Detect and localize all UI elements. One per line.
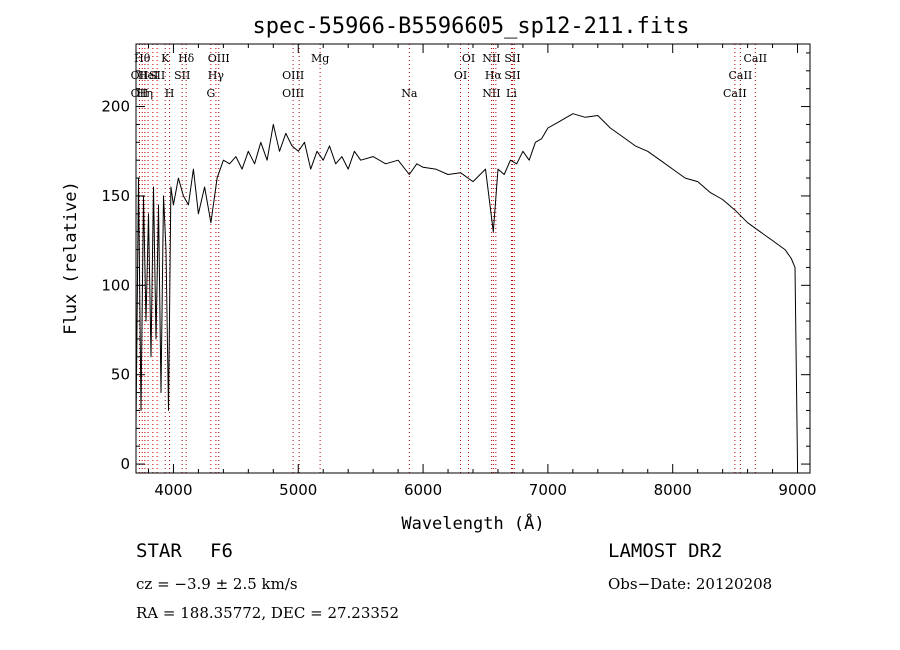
- object-class: STAR: [136, 540, 182, 562]
- x-tick-label-8000: 8000: [654, 481, 692, 499]
- line-label-13-1: OIII: [282, 87, 304, 100]
- line-label-16-0: Na: [401, 87, 418, 100]
- line-label-2-0: Hη: [137, 87, 153, 100]
- line-label-9-0: Hδ: [178, 52, 195, 65]
- redshift-cz: cz = −3.9 ± 2.5 km/s: [136, 575, 298, 593]
- line-label-26-0: CaII: [729, 69, 753, 82]
- x-tick-label-6000: 6000: [404, 481, 442, 499]
- line-label-6-0: K: [161, 52, 170, 65]
- spectrum-chart: spec-55966-B5596605_sp12-211.fits 4000 50…: [61, 14, 817, 534]
- survey-name: LAMOST DR2: [608, 540, 723, 562]
- y-tick-label-100: 100: [101, 276, 130, 294]
- line-label-5-0: SII: [149, 69, 165, 82]
- y-tick-label-150: 150: [101, 187, 130, 205]
- line-label-12-0: OIII: [208, 52, 230, 65]
- line-label-13-0: OIII: [282, 69, 304, 82]
- spectrum-series: [135, 113, 798, 465]
- line-label-23-0: SII: [504, 52, 520, 65]
- line-label-10-0: G: [206, 87, 215, 100]
- line-label-1-0: Hθ: [134, 52, 151, 65]
- x-tick-label-4000: 4000: [154, 481, 192, 499]
- x-tick-label-7000: 7000: [529, 481, 567, 499]
- line-label-17-0: OI: [454, 69, 467, 82]
- observation-date: Obs−Date: 20120208: [608, 575, 773, 593]
- y-tick-label-0: 0: [120, 455, 130, 473]
- line-label-15-0: Mg: [311, 52, 329, 65]
- line-label-27-0: CaII: [743, 52, 767, 65]
- line-label-20-0: Hα: [485, 69, 503, 82]
- line-label-8-0: SII: [174, 69, 190, 82]
- spectrum-line-0: [135, 113, 798, 465]
- line-label-0-1: OII: [131, 87, 149, 100]
- line-labels: OIIOIIHθHηHeISIIKHSIIHδGHγOIIIOIIIOIIIMg…: [131, 52, 768, 100]
- x-tick-label-5000: 5000: [279, 481, 317, 499]
- line-label-19-1: NII: [482, 87, 500, 100]
- line-label-3-0: HeI: [138, 69, 158, 82]
- object-subclass: F6: [210, 540, 233, 562]
- x-tick-label-9000: 9000: [778, 481, 816, 499]
- x-axis-label: Wavelength (Å): [401, 512, 544, 534]
- coordinates: RA = 188.35772, DEC = 27.23352: [136, 604, 400, 622]
- plot-frame: [135, 43, 811, 474]
- line-markers: [138, 44, 756, 473]
- y-axis-label: Flux (relative): [61, 181, 81, 335]
- line-label-19-0: NII: [482, 52, 500, 65]
- y-tick-label-200: 200: [101, 98, 130, 116]
- axes: 4000 5000 6000 7000 8000 9000 0 50 100 150 200: [101, 44, 817, 499]
- line-label-18-0: OI: [462, 52, 475, 65]
- line-label-25-0: CaII: [723, 87, 747, 100]
- chart-title: spec-55966-B5596605_sp12-211.fits: [252, 14, 689, 39]
- line-label-22-0: Li: [506, 87, 517, 100]
- line-label-0-0: OII: [131, 69, 149, 82]
- line-label-11-0: Hγ: [208, 69, 225, 82]
- y-tick-label-50: 50: [111, 366, 130, 384]
- line-label-7-0: H: [165, 87, 175, 100]
- line-label-23-1: SII: [504, 69, 520, 82]
